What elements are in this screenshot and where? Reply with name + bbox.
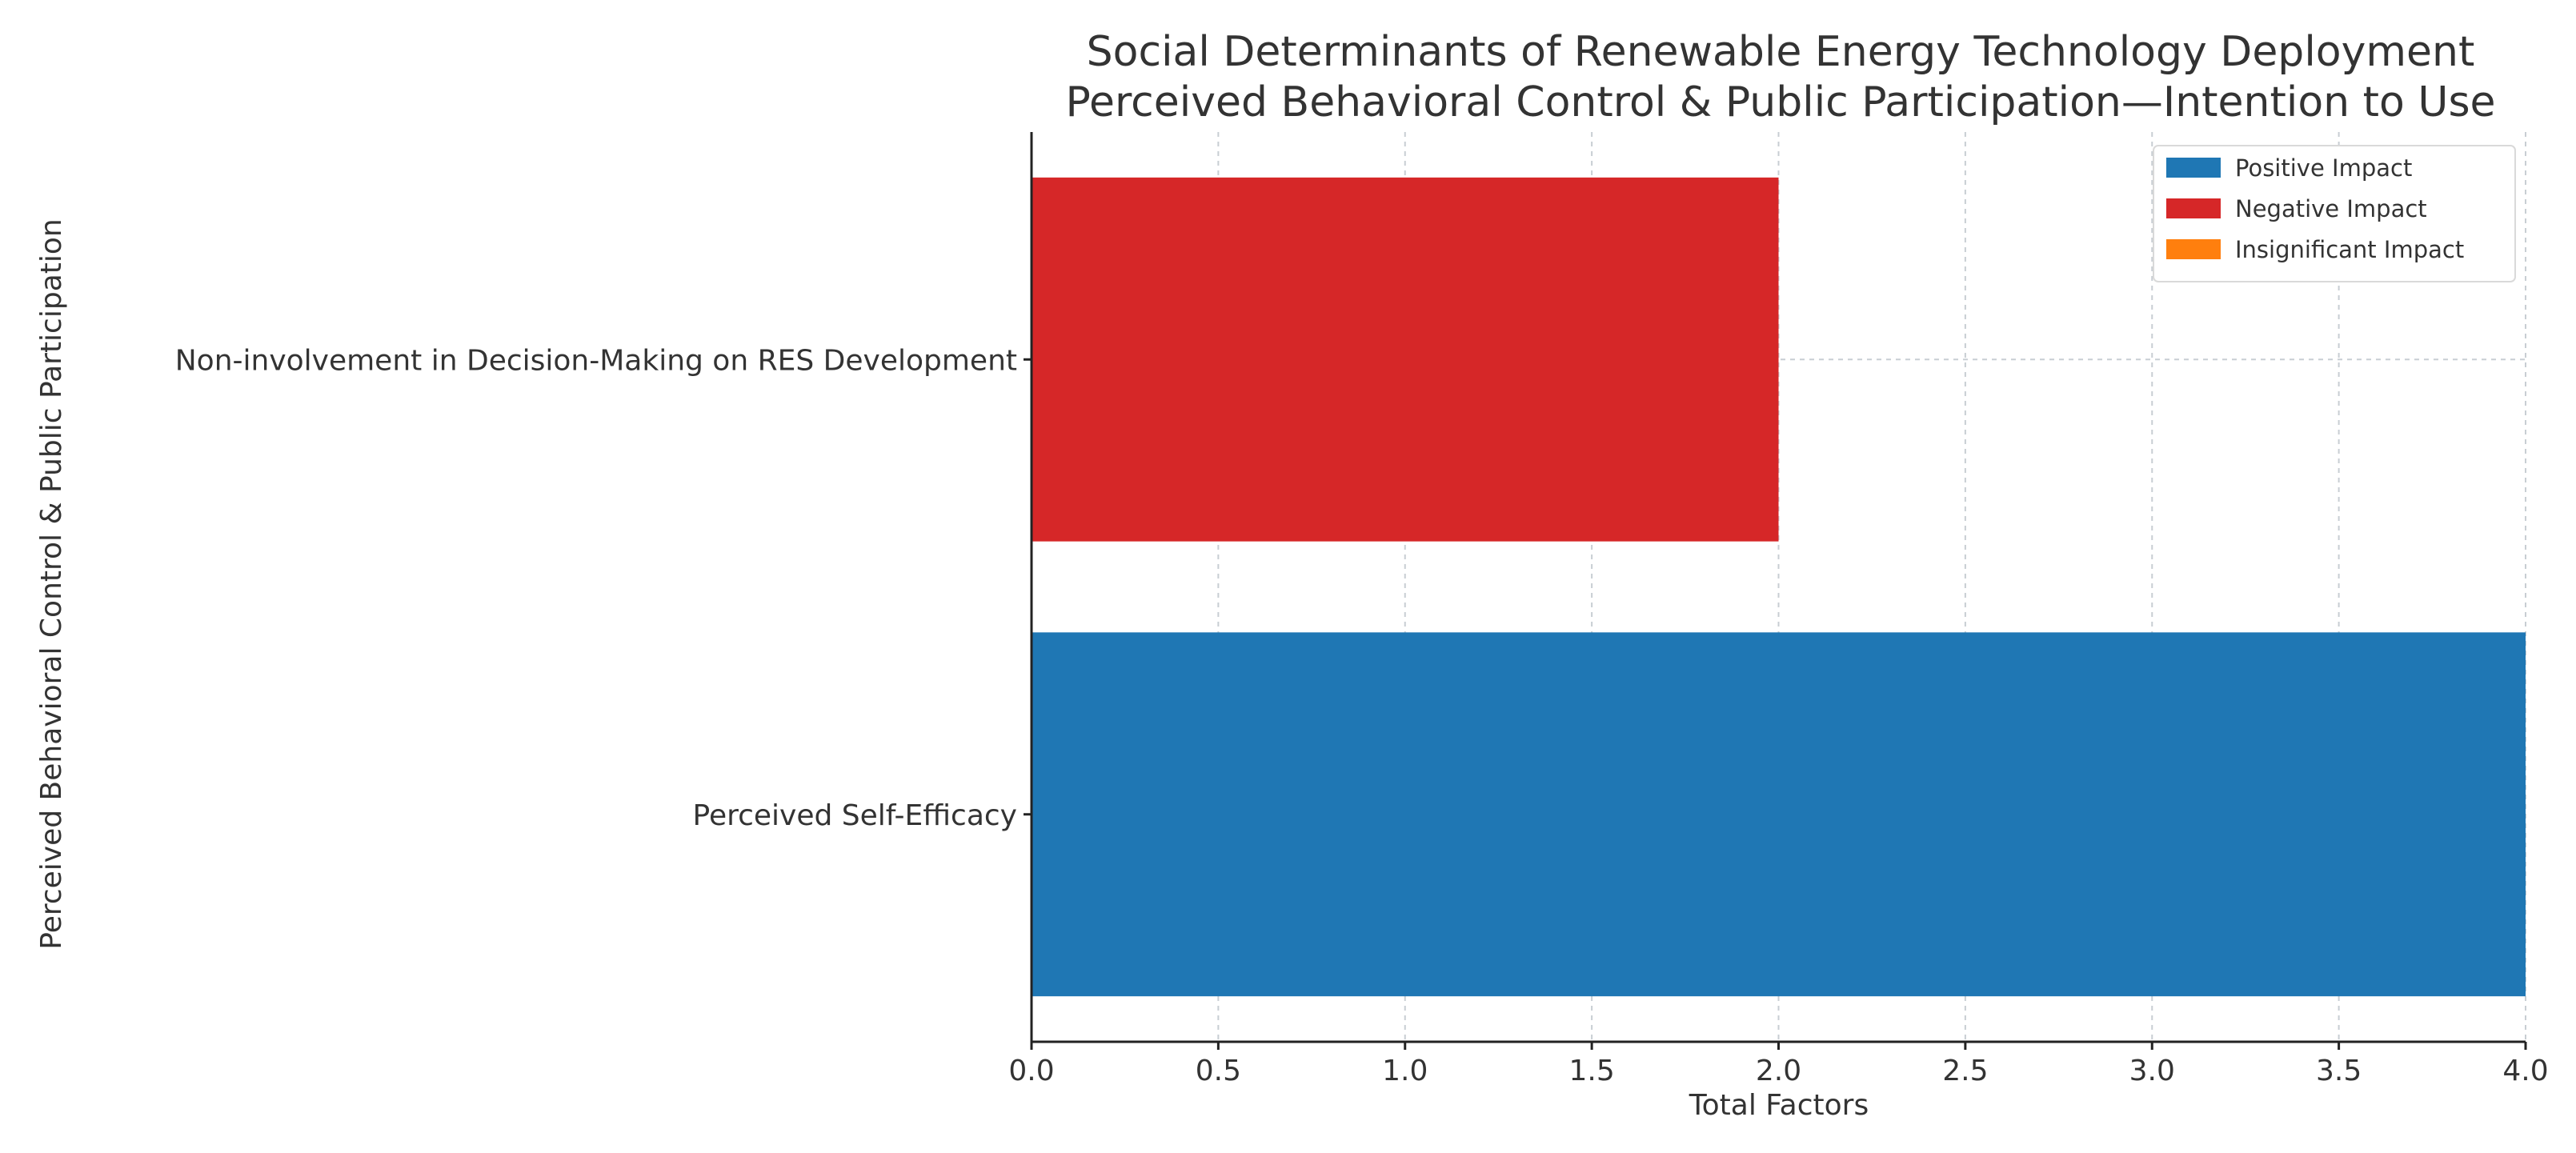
chart-title: Social Determinants of Renewable Energy … — [1087, 28, 2475, 76]
x-tick-label: 0.5 — [1196, 1055, 1241, 1087]
legend-frame — [2153, 145, 2516, 282]
legend-swatch-1 — [2166, 158, 2221, 178]
legend-label-2: Negative Impact — [2235, 195, 2427, 222]
legend-label-1: Positive Impact — [2235, 154, 2412, 182]
y-tick-label: Non-involvement in Decision-Making on RE… — [175, 344, 1017, 377]
x-tick-label: 1.0 — [1382, 1055, 1428, 1087]
ticks-layer: 0.0 0.5 1.0 1.5 2.0 2.5 3.0 3.5 4.0 Non-involveme… — [175, 344, 2549, 1087]
chart-subtitle: Perceived Behavioral Control & Public Pa… — [1065, 78, 2495, 126]
legend-label-3: Insignificant Impact — [2235, 236, 2464, 263]
x-tick-label: 2.0 — [1756, 1055, 1801, 1087]
x-tick-label: 4.0 — [2502, 1055, 2548, 1087]
x-tick-label: 3.5 — [2316, 1055, 2362, 1087]
x-tick-label: 0.0 — [1008, 1055, 1054, 1087]
x-tick-label: 2.5 — [1942, 1055, 1988, 1087]
y-tick-label: Perceived Self-Efficacy — [693, 799, 1017, 832]
legend-swatch-3 — [2166, 239, 2221, 259]
x-axis-label: Total Factors — [1689, 1089, 1869, 1122]
bar-1 — [1032, 177, 1779, 542]
x-tick-label: 1.5 — [1568, 1055, 1614, 1087]
legend: Positive Impact Negative Impact Insignific… — [2153, 145, 2516, 282]
x-tick-label: 3.0 — [2129, 1055, 2175, 1087]
y-axis-label: Perceived Behavioral Control & Public Pa… — [35, 218, 68, 949]
bars-layer — [1032, 177, 2526, 997]
bar-2 — [1032, 632, 2526, 997]
legend-swatch-2 — [2166, 198, 2221, 218]
